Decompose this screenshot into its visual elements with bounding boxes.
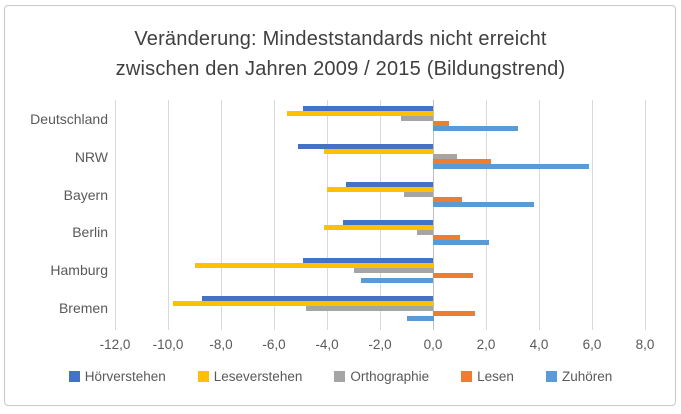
- bar: [404, 192, 433, 197]
- x-tick-label: 4,0: [529, 337, 549, 352]
- bar: [324, 149, 433, 154]
- bar: [433, 240, 489, 245]
- legend-item-orthographie[interactable]: Orthographie: [334, 369, 429, 384]
- gridline: [274, 100, 275, 330]
- gridline: [645, 100, 646, 330]
- bar: [354, 268, 434, 273]
- bar: [343, 220, 433, 225]
- bar: [306, 306, 433, 311]
- bar: [433, 273, 473, 278]
- category-label-bremen: Bremen: [58, 300, 108, 316]
- category-label-deutschland: Deutschland: [30, 111, 108, 127]
- legend-item-leseverstehen[interactable]: Leseverstehen: [197, 369, 303, 384]
- chart-title-line1: Veränderung: Mindeststandards nicht erre…: [134, 28, 547, 50]
- bar: [346, 182, 433, 187]
- category-label-hamburg: Hamburg: [50, 262, 108, 278]
- bar: [433, 164, 589, 169]
- legend-label: Zuhören: [561, 369, 613, 384]
- gridline: [539, 100, 540, 330]
- gridline: [115, 100, 116, 330]
- chart-title-line2: zwischen den Jahren 2009 / 2015 (Bildung…: [115, 58, 566, 80]
- x-tick-label: 8,0: [635, 337, 655, 352]
- bar: [417, 230, 433, 235]
- bar: [287, 111, 433, 116]
- bar: [433, 126, 518, 131]
- x-tick-label: -8,0: [209, 337, 233, 352]
- legend-item-zuhoeren[interactable]: Zuhören: [545, 369, 613, 384]
- bar: [433, 197, 462, 202]
- x-tick-label: -12,0: [99, 337, 131, 352]
- bar: [195, 263, 434, 268]
- bar: [298, 144, 433, 149]
- x-tick-label: -4,0: [315, 337, 339, 352]
- bar: [361, 278, 433, 283]
- bar: [327, 187, 433, 192]
- gridline: [380, 100, 381, 330]
- category-label-berlin: Berlin: [72, 224, 108, 240]
- bar: [407, 316, 434, 321]
- x-tick-label: 0,0: [423, 337, 443, 352]
- bar: [433, 159, 491, 164]
- gridline: [486, 100, 487, 330]
- zero-axis-line: [433, 100, 434, 330]
- gridline: [221, 100, 222, 330]
- legend: Hörverstehen Leseverstehen Orthographie …: [0, 369, 681, 384]
- legend-label: Lesen: [477, 369, 514, 384]
- legend-item-lesen[interactable]: Lesen: [461, 369, 514, 384]
- bar: [303, 258, 433, 263]
- gridline: [592, 100, 593, 330]
- bar: [324, 225, 433, 230]
- legend-swatch-icon: [68, 371, 80, 382]
- x-tick-label: 2,0: [476, 337, 496, 352]
- bar: [433, 202, 534, 207]
- x-tick-label: 6,0: [582, 337, 602, 352]
- x-tick-label: -6,0: [262, 337, 286, 352]
- x-tick-label: -2,0: [368, 337, 392, 352]
- bar: [433, 235, 460, 240]
- x-tick-label: -10,0: [152, 337, 184, 352]
- bar: [173, 301, 433, 306]
- bar: [433, 154, 457, 159]
- legend-swatch-icon: [334, 371, 346, 382]
- legend-swatch-icon: [461, 371, 473, 382]
- legend-label: Hörverstehen: [84, 369, 166, 384]
- legend-label: Orthographie: [350, 369, 430, 384]
- gridline: [168, 100, 169, 330]
- legend-swatch-icon: [197, 371, 209, 382]
- legend-item-hoerverstehen[interactable]: Hörverstehen: [68, 369, 166, 384]
- bar: [433, 121, 449, 126]
- gridline: [327, 100, 328, 330]
- bar: [401, 116, 433, 121]
- chart-frame: [4, 5, 676, 406]
- category-label-bayern: Bayern: [63, 187, 108, 203]
- category-label-nrw: NRW: [74, 149, 108, 165]
- legend-label: Leseverstehen: [213, 369, 303, 384]
- bar: [202, 296, 433, 301]
- bar: [433, 311, 475, 316]
- bar: [303, 106, 433, 111]
- legend-swatch-icon: [545, 371, 557, 382]
